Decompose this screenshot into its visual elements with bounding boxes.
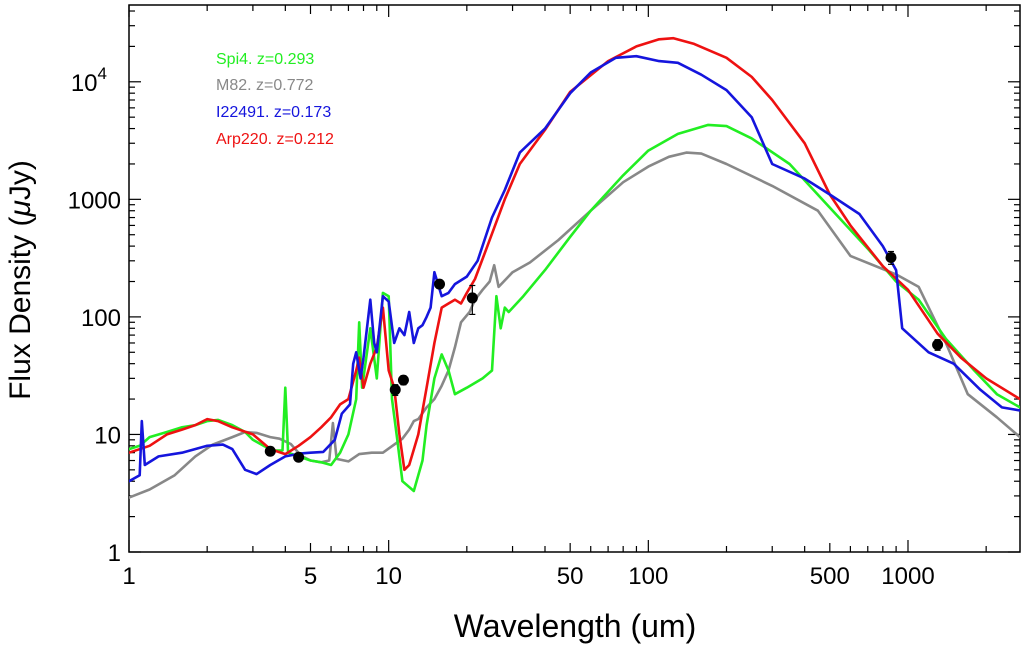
plot-area-border bbox=[128, 4, 1021, 553]
y-tick-label-1000: 1000 bbox=[68, 187, 121, 214]
legend: Spi4. z=0.293 M82. z=0.772 I22491. z=0.1… bbox=[216, 51, 334, 148]
y-tick-label-1: 1 bbox=[108, 540, 121, 567]
series-line-m82 bbox=[129, 151, 1020, 499]
series-line-i22491 bbox=[129, 54, 1020, 483]
x-tick-label-50: 50 bbox=[557, 563, 584, 590]
x-tick-label-100: 100 bbox=[628, 563, 668, 590]
series-line-arp220 bbox=[129, 36, 1020, 472]
x-tick-label-10: 10 bbox=[375, 563, 402, 590]
observed-points bbox=[264, 250, 944, 463]
data-point-5 bbox=[434, 278, 446, 290]
y-tick-label-100: 100 bbox=[81, 305, 121, 332]
x-tick-label-1000: 1000 bbox=[881, 563, 934, 590]
legend-entry-i22491: I22491. z=0.173 bbox=[216, 104, 331, 121]
y-tick-label-104: 104 bbox=[71, 64, 107, 97]
data-point-4 bbox=[397, 374, 409, 386]
x-axis-label: Wavelength (um) bbox=[454, 608, 696, 644]
data-point-6 bbox=[466, 292, 478, 304]
data-point-1 bbox=[264, 445, 276, 457]
y-tick-label-10: 10 bbox=[94, 422, 121, 449]
plot-frame bbox=[128, 4, 1021, 553]
x-tick-label-500: 500 bbox=[810, 563, 850, 590]
data-point-8 bbox=[932, 339, 944, 351]
axis-tick-labels: 1 5 10 50 100 500 1000 1 10 100 1000 104 bbox=[68, 64, 935, 590]
axis-ticks bbox=[128, 5, 1020, 553]
y-axis-label: Flux Density (μJy) bbox=[4, 160, 37, 400]
x-tick-label-5: 5 bbox=[304, 563, 317, 590]
data-point-2 bbox=[293, 451, 305, 463]
x-tick-label-1: 1 bbox=[122, 563, 135, 590]
data-point-7 bbox=[885, 252, 897, 264]
legend-entry-m82: M82. z=0.772 bbox=[216, 77, 314, 94]
data-point-3 bbox=[389, 384, 401, 396]
series-line-spi4 bbox=[129, 123, 1020, 493]
legend-entry-arp220: Arp220. z=0.212 bbox=[216, 131, 334, 148]
legend-entry-spi4: Spi4. z=0.293 bbox=[216, 51, 314, 68]
series-lines bbox=[129, 36, 1020, 499]
